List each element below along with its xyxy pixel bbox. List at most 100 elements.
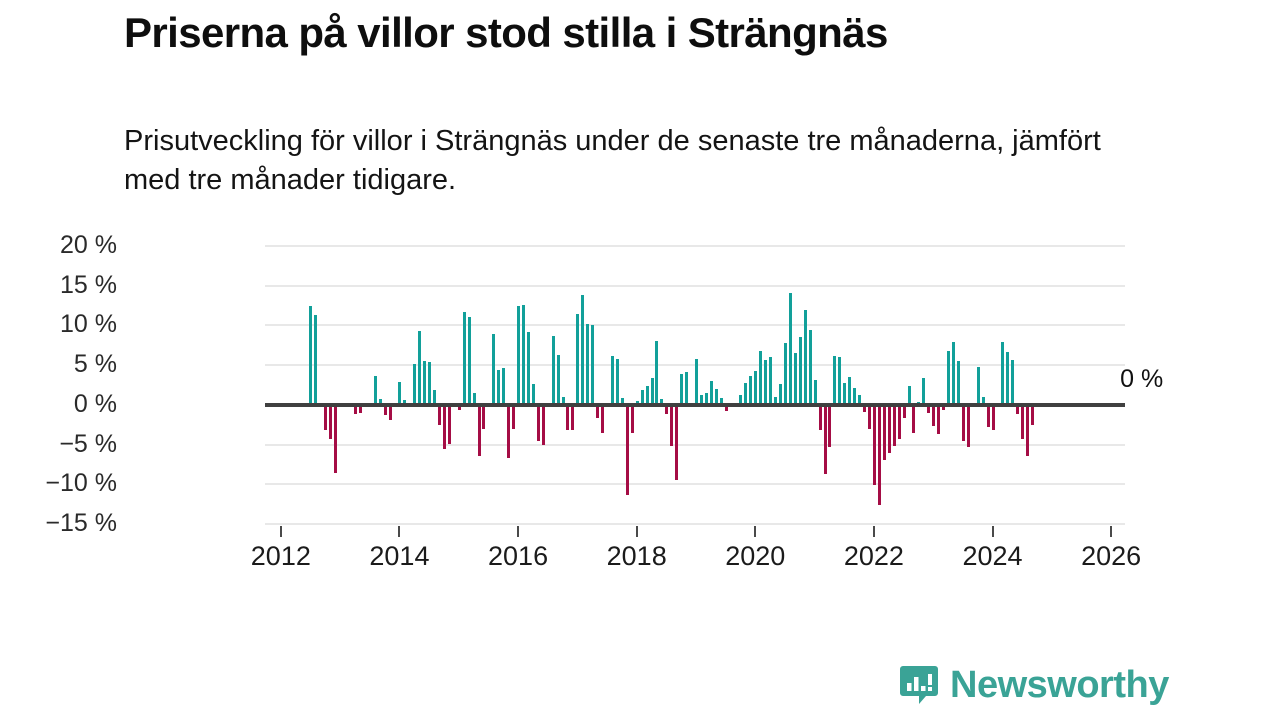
chart-bar bbox=[927, 404, 931, 413]
chart-bar bbox=[680, 373, 684, 405]
chart-bar bbox=[724, 404, 728, 412]
chart-bar bbox=[808, 330, 812, 405]
chart-bar bbox=[403, 400, 407, 405]
chart-bar bbox=[838, 357, 842, 405]
chart-bar bbox=[744, 382, 748, 405]
x-axis-tick-label: 2012 bbox=[250, 541, 311, 571]
chart-bar bbox=[467, 317, 471, 405]
chart-bar bbox=[358, 404, 362, 413]
chart-bar bbox=[309, 305, 313, 405]
chart-bar bbox=[1016, 404, 1020, 415]
chart-bar bbox=[492, 334, 496, 405]
chart-bar bbox=[986, 404, 990, 428]
chart-bar bbox=[615, 358, 619, 405]
y-axis-tick-label: −15 % bbox=[45, 509, 117, 537]
chart-bar bbox=[670, 404, 674, 447]
x-axis-tick bbox=[872, 526, 875, 537]
chart-bar bbox=[912, 404, 916, 433]
page-subtitle: Prisutveckling för villor i Strängnäs un… bbox=[124, 125, 1101, 196]
chart-bar bbox=[596, 404, 600, 418]
x-axis-tick-label: 2020 bbox=[725, 541, 786, 571]
chart-bar bbox=[353, 404, 357, 414]
chart-bar bbox=[803, 309, 807, 405]
chart-bar bbox=[714, 388, 718, 405]
chart-bar bbox=[991, 404, 995, 431]
chart-bar bbox=[828, 404, 832, 447]
chart-bar bbox=[843, 382, 847, 405]
chart-bar bbox=[695, 358, 698, 405]
chart-bar bbox=[1031, 404, 1035, 425]
chart-bar bbox=[507, 404, 511, 459]
chart-bar bbox=[932, 404, 936, 426]
chart-bar bbox=[620, 397, 624, 405]
chart-bar bbox=[699, 395, 703, 405]
chart-bar bbox=[650, 377, 654, 405]
x-axis-tick bbox=[398, 526, 401, 537]
chart-bar bbox=[1026, 404, 1030, 456]
chart-bar bbox=[373, 376, 377, 405]
chart-bar bbox=[769, 357, 773, 405]
x-axis-tick-label: 2022 bbox=[843, 541, 904, 571]
y-axis-tick-label: 5 % bbox=[73, 350, 117, 379]
chart-bar bbox=[872, 404, 876, 486]
gridline bbox=[265, 443, 1125, 446]
chart-bar bbox=[774, 396, 778, 405]
chart-bar bbox=[1011, 360, 1015, 405]
chart-bar bbox=[522, 304, 525, 405]
chart-bar bbox=[472, 392, 476, 405]
chart-bar bbox=[665, 404, 669, 415]
chart-bar bbox=[413, 363, 417, 405]
chart-bar bbox=[981, 396, 985, 405]
logo-wordmark: Newsworthy bbox=[950, 664, 1169, 706]
chart-bar bbox=[428, 361, 432, 405]
chart-bar bbox=[645, 385, 649, 405]
chart-bar bbox=[640, 389, 644, 405]
chart-plot-area: 20 % 15 % 10 % 5 % 0 % −5 % −10 % −15 % 2012 2014… bbox=[45, 233, 1163, 570]
chart-bar bbox=[442, 404, 446, 450]
chart-bar bbox=[526, 331, 530, 405]
x-axis-tick-label: 2016 bbox=[488, 541, 549, 571]
chart-bar bbox=[685, 371, 689, 405]
chart-bar bbox=[630, 404, 634, 434]
chart-bar bbox=[942, 404, 946, 411]
chart-bar bbox=[324, 404, 328, 431]
chart-bar bbox=[754, 370, 758, 405]
chart-bar bbox=[833, 355, 837, 405]
chart-bar bbox=[882, 404, 886, 461]
x-axis-tick bbox=[279, 526, 282, 537]
x-axis-tick bbox=[991, 526, 994, 537]
gridline bbox=[265, 245, 1125, 247]
chart-bar bbox=[887, 404, 891, 453]
chart-bar bbox=[719, 397, 723, 405]
chart-bar bbox=[536, 404, 540, 441]
y-axis-tick-label: −5 % bbox=[59, 429, 117, 458]
newsworthy-logo: Newsworthy bbox=[898, 662, 1169, 708]
chart-bar bbox=[581, 295, 585, 405]
y-axis-tick-label: 0 % bbox=[73, 389, 117, 418]
chart-bar bbox=[398, 381, 402, 405]
chart-bar bbox=[853, 388, 857, 405]
zero-axis-line bbox=[265, 402, 1125, 407]
chart-bar bbox=[976, 366, 980, 405]
gridline bbox=[265, 324, 1125, 327]
chart-bar bbox=[571, 404, 575, 431]
chart-bar bbox=[739, 394, 743, 405]
chart-bar bbox=[798, 336, 802, 405]
bar-chart-speech-bubble-icon bbox=[898, 664, 940, 706]
chart-bar bbox=[907, 385, 911, 405]
chart-bar bbox=[818, 404, 822, 431]
chart-bar bbox=[793, 353, 797, 405]
chart-bar bbox=[531, 384, 535, 405]
chart-bar bbox=[512, 404, 516, 429]
chart-bar bbox=[858, 394, 862, 405]
chart-bar bbox=[1001, 342, 1005, 405]
y-axis-tick-label: −10 % bbox=[45, 469, 117, 498]
chart-bar bbox=[497, 369, 501, 405]
x-axis-tick-label: 2024 bbox=[962, 541, 1023, 571]
chart-bar bbox=[956, 361, 960, 405]
chart-bar bbox=[423, 361, 427, 405]
chart-bar bbox=[788, 292, 792, 405]
chart-bar bbox=[848, 377, 852, 405]
chart-bar bbox=[591, 324, 595, 405]
y-axis-tick-label: 15 % bbox=[60, 270, 117, 299]
